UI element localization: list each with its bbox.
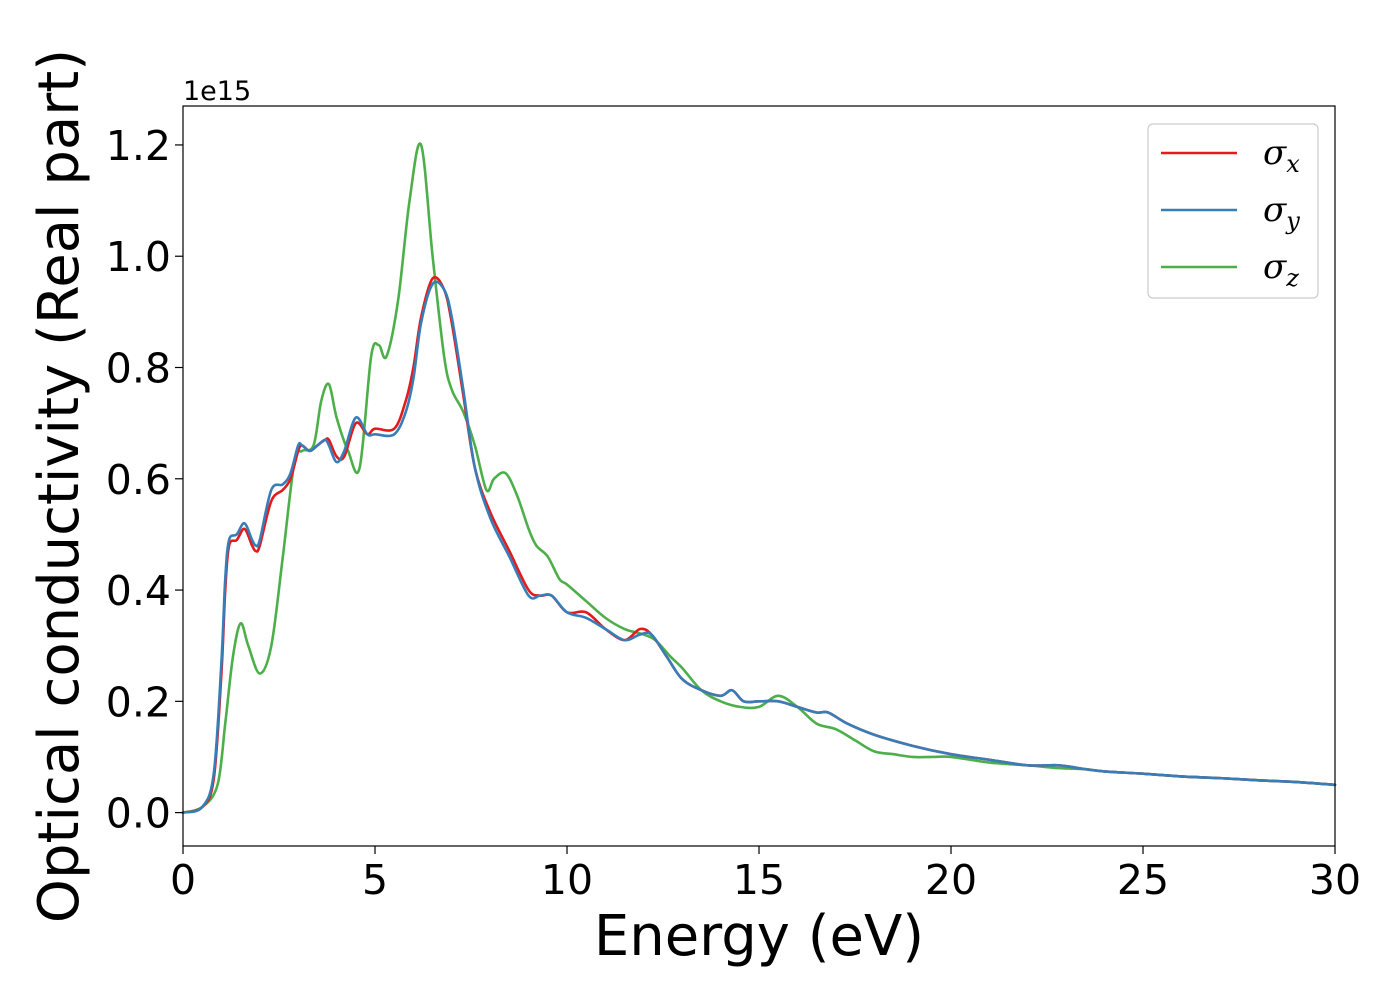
x-tick-label: 25: [1117, 856, 1169, 904]
y-tick-label: 0.6: [106, 456, 171, 504]
x-tick-label: 20: [925, 856, 977, 904]
y-tick-label: 0.8: [106, 345, 171, 393]
x-tick-label: 5: [362, 856, 388, 904]
y-tick-label: 0.2: [106, 678, 171, 726]
x-tick-label: 30: [1309, 856, 1361, 904]
y-offset-label: 1e15: [183, 76, 251, 107]
y-tick-label: 1.2: [106, 122, 171, 170]
x-tick-label: 15: [733, 856, 785, 904]
y-tick-label: 0.0: [106, 790, 171, 838]
series-line-z: [181, 142, 1337, 814]
series-line-y: [181, 280, 1337, 814]
y-tick-label: 0.4: [106, 567, 171, 615]
x-axis-label: Energy (eV): [594, 904, 924, 969]
legend-label-x: σx: [1263, 133, 1300, 178]
x-tick-label: 10: [541, 856, 593, 904]
x-axis: 0 5 10 15 20 25 30: [170, 846, 1361, 904]
legend-label-y: σy: [1263, 190, 1300, 235]
y-axis: 0.0 0.2 0.4 0.6 0.8 1.0 1.2: [106, 122, 183, 838]
y-tick-label: 1.0: [106, 233, 171, 281]
legend: σx σy σz: [1147, 123, 1319, 299]
legend-label-z: σz: [1263, 247, 1299, 292]
x-tick-label: 0: [170, 856, 196, 904]
series-layer: [181, 142, 1337, 814]
y-axis-label: Optical conductivity (Real part): [27, 49, 92, 923]
